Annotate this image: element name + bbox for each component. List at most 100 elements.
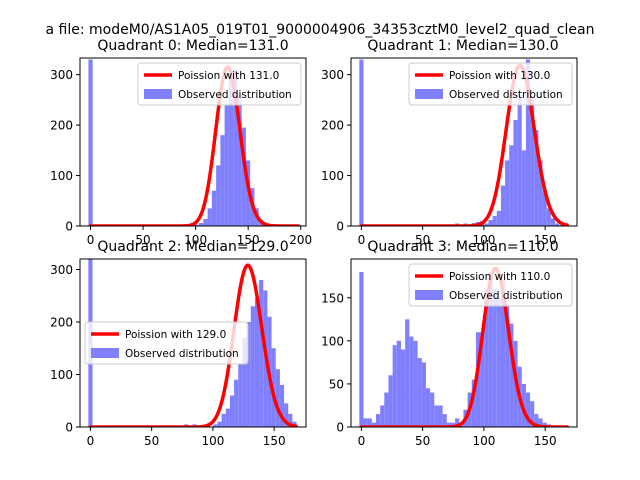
histogram-bar [513,120,518,226]
legend-curve-label: Poission with 110.0 [449,271,550,283]
histogram-bar [455,418,460,427]
histogram-bar [542,422,547,427]
histogram-bar [421,362,426,427]
histogram-bar [525,59,531,226]
legend: Poission with 131.0 Observed distribution [137,62,302,106]
histogram-bar [225,408,230,427]
y-tick-label: 0 [65,421,73,435]
histogram-bar [392,345,397,427]
histogram-bar [380,405,385,427]
histogram-bar [521,150,526,226]
histogram-bar [425,388,431,427]
poisson-curve [359,266,569,427]
x-tick-label: 150 [534,233,557,247]
y-tick-label: 50 [329,377,344,391]
legend-box [137,62,302,106]
histogram-bar [237,94,242,226]
histogram-bar [241,127,246,226]
legend-curve-label: Poission with 131.0 [178,70,279,82]
legend-box [408,263,573,307]
histogram-bar [238,364,243,427]
y-tick-label: 100 [50,368,73,382]
y-tick-label: 100 [321,169,344,183]
legend-curve-label: Poission with 130.0 [449,70,550,82]
histogram-bar [500,280,506,427]
histogram-bar [550,218,556,226]
histogram-bar [484,289,489,427]
histogram-bar [542,190,547,226]
histogram-bar [259,280,264,427]
histogram-bar [517,94,522,226]
histogram-bar [405,319,410,427]
y-tick-label: 100 [50,169,73,183]
histogram-bar [194,224,200,226]
x-tick-label: 150 [237,233,260,247]
legend-hist-label: Observed distribution [449,290,563,302]
histogram-bar [388,375,393,427]
histogram-bar [228,74,234,226]
quadrant-2-panel: 0 50 100 150 0 100 200 300 Poission with 129.0 Ob… [50,239,307,448]
histogram-bar [430,392,435,427]
histogram-bar [279,385,285,427]
legend-box [84,321,249,365]
legend-box [408,62,573,106]
histogram-bar [509,323,514,427]
histogram-bar [250,306,255,427]
y-tick-label: 100 [321,334,344,348]
histogram-bar [220,135,225,226]
histogram-bar [475,332,481,427]
y-tick-label: 300 [50,68,73,82]
histogram-bar [538,160,543,226]
histogram-bar [530,99,535,226]
histogram-bar [400,349,406,427]
legend-hist-swatch [415,290,443,300]
histogram-bar [375,414,381,427]
plot-area [88,59,301,226]
histogram-bar [496,210,501,226]
histogram-bar [254,298,260,427]
y-tick-label: 0 [336,421,344,435]
poisson-curve [88,65,301,226]
histogram-bar [229,395,235,427]
y-tick-label: 200 [321,119,344,133]
legend-hist-swatch [144,89,172,99]
y-tick-label: 300 [321,68,344,82]
histogram-bar [530,401,535,427]
histogram-bar [471,379,476,427]
histogram-bar [199,222,204,226]
histogram-bar [221,413,226,427]
histogram-bar [363,418,368,427]
histogram-bar [359,59,364,226]
histogram-bar [413,340,418,427]
histogram-bar [417,358,422,427]
histogram-bar [505,306,510,427]
x-tick-label: 50 [135,233,150,247]
histogram-bar [384,392,389,427]
x-tick-label: 0 [87,233,95,247]
histogram-bar [88,59,93,226]
legend: Poission with 110.0 Observed distribution [408,263,573,307]
histogram-bar [275,369,280,427]
histogram-bar [246,322,251,427]
y-tick-label: 0 [65,220,73,234]
legend-hist-swatch [415,89,443,99]
quadrant-2-title: Quadrant 2: Median=129.0 [97,239,288,255]
histogram-bar [525,392,531,427]
x-tick-label: 0 [358,233,366,247]
y-tick-label: 0 [336,220,344,234]
histogram-bar [555,223,560,226]
histogram-bar [438,405,443,427]
histogram-bar [496,297,501,427]
quadrant-0-title: Quadrant 0: Median=131.0 [97,38,288,54]
legend-hist-label: Observed distribution [178,89,292,101]
x-tick-label: 50 [144,434,159,448]
x-tick-label: 100 [201,434,224,448]
histogram-bar [211,190,217,226]
y-tick-label: 200 [50,119,73,133]
histogram-bar [367,418,372,427]
histogram-bar [396,340,401,427]
histogram-bar [217,421,222,427]
histogram-bar [492,289,497,427]
x-tick-label: 150 [534,434,557,448]
